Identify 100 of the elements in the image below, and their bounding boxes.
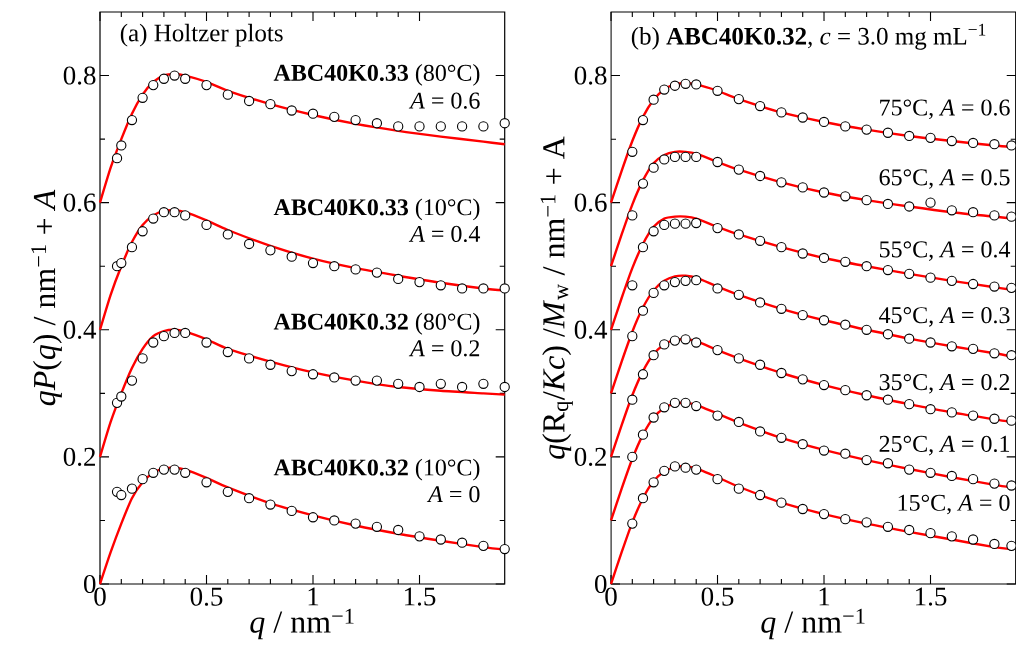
point <box>925 337 936 348</box>
point <box>329 372 340 383</box>
point <box>733 416 744 428</box>
point <box>158 330 170 342</box>
y-tick-label: 0.8 <box>63 66 96 85</box>
point <box>691 275 702 286</box>
point <box>882 458 894 469</box>
point <box>840 121 851 132</box>
point <box>637 178 649 189</box>
y-axis-title: qP(q) / nm$^{−1}$ + A <box>31 189 62 406</box>
point <box>637 305 649 316</box>
point <box>680 334 691 345</box>
point <box>180 327 191 339</box>
point <box>201 337 212 348</box>
point <box>659 280 670 291</box>
point <box>989 139 1000 150</box>
point <box>329 515 340 526</box>
point <box>680 78 691 89</box>
point <box>861 517 872 528</box>
point <box>904 464 915 475</box>
point <box>946 205 957 216</box>
point <box>627 518 638 529</box>
point <box>733 93 744 105</box>
point <box>680 218 691 229</box>
point <box>478 378 489 389</box>
point <box>882 329 894 340</box>
point <box>691 79 702 90</box>
point <box>478 121 489 132</box>
point <box>137 92 148 103</box>
point <box>967 207 979 218</box>
point <box>201 219 212 231</box>
point <box>925 467 936 478</box>
point <box>904 130 915 142</box>
point <box>456 537 468 548</box>
point <box>946 341 957 352</box>
point <box>989 281 1000 292</box>
point <box>680 462 691 473</box>
point <box>180 467 191 478</box>
point <box>946 275 957 286</box>
point <box>680 397 691 409</box>
point <box>648 412 659 423</box>
point <box>627 280 638 291</box>
point <box>371 118 383 129</box>
point <box>648 94 659 105</box>
point <box>307 108 319 119</box>
point <box>840 319 851 330</box>
point <box>478 283 489 294</box>
point <box>925 197 936 208</box>
point <box>637 242 649 253</box>
point <box>307 257 319 269</box>
x-tick-label: 1 <box>308 587 319 606</box>
point <box>286 505 297 517</box>
point <box>754 426 766 437</box>
point <box>797 374 808 385</box>
point <box>680 275 691 286</box>
point <box>946 407 957 418</box>
point <box>456 381 468 393</box>
point <box>180 73 191 84</box>
point <box>861 194 872 206</box>
y-tick-label: 0.2 <box>574 447 606 467</box>
point <box>840 514 851 525</box>
point <box>158 73 170 84</box>
x-tick-label: 1 <box>819 587 830 606</box>
point <box>627 330 638 342</box>
point <box>350 114 361 126</box>
point <box>967 534 979 545</box>
point <box>329 111 340 123</box>
point <box>733 164 744 175</box>
point <box>627 451 638 463</box>
point <box>435 534 446 545</box>
point <box>627 146 638 157</box>
point <box>691 400 702 412</box>
point <box>733 229 744 240</box>
point <box>158 207 170 218</box>
point <box>659 465 670 477</box>
point <box>840 191 851 202</box>
point <box>669 276 681 288</box>
point <box>414 121 425 132</box>
point <box>733 483 744 494</box>
point <box>733 289 744 300</box>
point <box>691 464 702 475</box>
x-tick-label: 1.5 <box>916 587 947 606</box>
point <box>712 410 723 421</box>
point <box>818 187 830 198</box>
point <box>797 248 808 259</box>
point <box>904 524 915 536</box>
point <box>435 121 446 132</box>
point <box>243 95 255 107</box>
point <box>393 378 404 389</box>
point <box>265 99 276 110</box>
point <box>712 473 723 485</box>
point <box>967 137 979 149</box>
point <box>137 473 148 485</box>
point <box>350 518 361 529</box>
point <box>776 177 787 188</box>
point <box>776 432 787 443</box>
point <box>637 493 649 504</box>
point <box>754 297 766 308</box>
point <box>648 477 659 488</box>
point <box>637 369 649 380</box>
